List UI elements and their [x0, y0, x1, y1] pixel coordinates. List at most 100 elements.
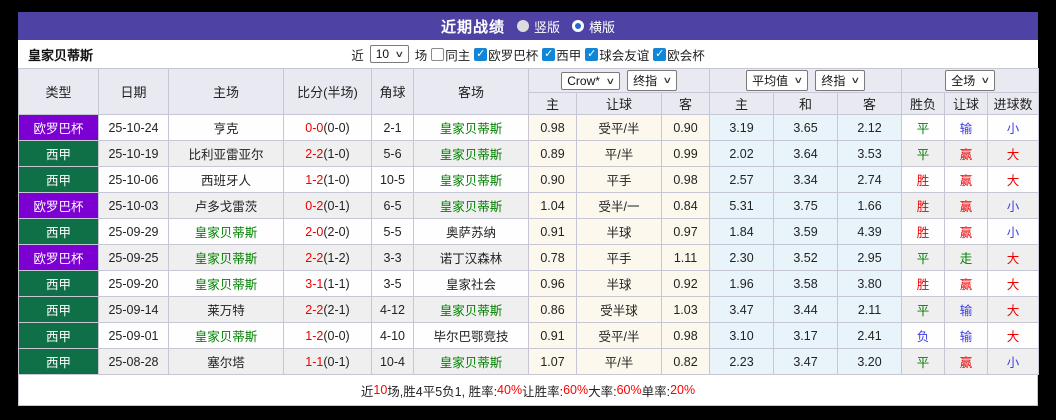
table-row: 西甲 25-09-01 皇家贝蒂斯 1-2(0-0) 4-10 毕尔巴鄂竞技 0.91 受平/… — [18, 322, 1040, 349]
result-scope-select[interactable]: 全场 ∨ — [945, 70, 995, 91]
competition-badge: 欧罗巴杯 — [18, 192, 99, 219]
handicap-result-cell: 输 — [944, 114, 989, 141]
bookmaker-select[interactable]: Crow* ∨ — [561, 72, 620, 90]
summary-segment: 单率: — [641, 384, 671, 399]
euro-home-odds: 2.57 — [709, 166, 775, 193]
euro-odds-source-select[interactable]: 平均值 ∨ — [746, 70, 808, 91]
goals-result-cell: 大 — [987, 166, 1040, 193]
table-row: 西甲 25-08-28 塞尔塔 1-1(0-1) 10-4 皇家贝蒂斯 1.07 平/半 0.8… — [18, 348, 1040, 375]
radio-vertical-layout[interactable]: 竖版 — [516, 17, 560, 36]
match-date: 25-09-20 — [98, 270, 169, 297]
col-header-score: 比分(半场) — [283, 68, 372, 115]
asian-odds-time-select[interactable]: 终指 ∨ — [627, 70, 677, 91]
home-team: 皇家贝蒂斯 — [168, 218, 284, 245]
asian-away-odds: 0.84 — [660, 192, 711, 219]
asian-away-odds: 0.90 — [660, 114, 711, 141]
away-team: 奥萨苏纳 — [413, 218, 529, 245]
away-team: 皇家社会 — [413, 270, 529, 297]
same-home-filter[interactable]: 同主 — [431, 45, 470, 64]
competition-badge: 西甲 — [18, 348, 99, 375]
competition-badge: 西甲 — [18, 140, 99, 167]
summary-segment: 大率: — [588, 384, 617, 399]
asian-home-odds: 1.04 — [528, 192, 577, 219]
euro-draw-odds: 3.59 — [773, 218, 839, 245]
euro-home-odds: 2.23 — [709, 348, 775, 375]
table-row: 西甲 25-09-29 皇家贝蒂斯 2-0(2-0) 5-5 奥萨苏纳 0.91 半球 0.97… — [18, 218, 1040, 245]
table-row: 西甲 25-09-20 皇家贝蒂斯 3-1(1-1) 3-5 皇家社会 0.96 半球 0.92… — [18, 270, 1040, 297]
away-team: 皇家贝蒂斯 — [413, 192, 529, 219]
away-team: 诺丁汉森林 — [413, 244, 529, 271]
handicap-result-cell: 输 — [944, 322, 989, 349]
summary-segment: 60% — [616, 383, 642, 397]
checkbox-checked-icon: ✓ — [542, 47, 556, 61]
chevron-down-icon: ∨ — [662, 75, 673, 85]
asian-away-odds: 1.03 — [660, 296, 711, 323]
score-cell: 0-0(0-0) — [283, 114, 372, 141]
summary-segment: 让胜率: — [522, 384, 564, 399]
euro-draw-odds: 3.47 — [773, 348, 839, 375]
col-header-away: 客场 — [413, 68, 529, 115]
checkbox-checked-icon: ✓ — [653, 47, 667, 61]
euro-away-odds: 2.74 — [837, 166, 903, 193]
home-team: 比利亚雷亚尔 — [168, 140, 284, 167]
competition-filter[interactable]: ✓ 球会友谊 — [585, 45, 649, 64]
corner-cell: 3-5 — [371, 270, 414, 297]
asian-away-odds: 1.11 — [660, 244, 711, 271]
euro-draw-odds: 3.58 — [773, 270, 839, 297]
subcol-handicap-result: 让球 — [944, 92, 989, 115]
asian-handicap: 平手 — [576, 244, 662, 271]
result-cell: 胜 — [901, 218, 946, 245]
euro-away-odds: 3.80 — [837, 270, 903, 297]
score-cell: 2-2(1-0) — [283, 140, 372, 167]
radio-horizontal-layout[interactable]: 横版 — [572, 17, 615, 36]
handicap-result-cell: 走 — [944, 244, 989, 271]
competition-badge: 西甲 — [18, 322, 99, 349]
euro-home-odds: 3.19 — [709, 114, 775, 141]
competition-filter[interactable]: ✓ 欧会杯 — [653, 45, 705, 64]
asian-home-odds: 0.98 — [528, 114, 577, 141]
result-cell: 胜 — [901, 166, 946, 193]
corner-cell: 5-6 — [371, 140, 414, 167]
euro-away-odds: 2.95 — [837, 244, 903, 271]
match-date: 25-08-28 — [98, 348, 169, 375]
euro-odds-time-select[interactable]: 终指 ∨ — [815, 70, 865, 91]
chevron-down-icon: ∨ — [394, 48, 405, 59]
match-count-select[interactable]: 10 ∨ — [369, 45, 409, 63]
result-cell: 负 — [901, 322, 946, 349]
euro-home-odds: 3.47 — [709, 296, 775, 323]
competition-filter[interactable]: ✓ 西甲 — [542, 45, 581, 64]
away-team: 皇家贝蒂斯 — [413, 140, 529, 167]
table-row: 西甲 25-09-14 莱万特 2-2(2-1) 4-12 皇家贝蒂斯 0.86 受半球 1.0… — [18, 296, 1040, 323]
competition-filter-label: 欧会杯 — [667, 48, 705, 63]
home-team: 塞尔塔 — [168, 348, 284, 375]
handicap-result-cell: 赢 — [944, 270, 989, 297]
goals-result-cell: 大 — [987, 270, 1040, 297]
asian-handicap: 受平/半 — [576, 322, 662, 349]
result-cell: 胜 — [901, 192, 946, 219]
euro-home-odds: 1.84 — [709, 218, 775, 245]
away-team: 毕尔巴鄂竞技 — [413, 322, 529, 349]
summary-segment: 40% — [497, 383, 523, 397]
checkbox-unchecked-icon — [431, 47, 445, 61]
euro-away-odds: 3.53 — [837, 140, 903, 167]
table-row: 欧罗巴杯 25-10-24 亨克 0-0(0-0) 2-1 皇家贝蒂斯 0.98 受平/半 0.… — [18, 114, 1040, 141]
goals-result-cell: 大 — [987, 140, 1040, 167]
score-cell: 2-2(1-2) — [283, 244, 372, 271]
handicap-result-cell: 赢 — [944, 192, 989, 219]
home-team: 卢多戈雷茨 — [168, 192, 284, 219]
asian-handicap: 平/半 — [576, 140, 662, 167]
corner-cell: 10-4 — [371, 348, 414, 375]
euro-home-odds: 5.31 — [709, 192, 775, 219]
results-table: 类型 日期 主场 比分(半场) 角球 客场 Crow* ∨ 终指 ∨ 平均值 ∨ 终指… — [18, 68, 1040, 375]
away-team: 皇家贝蒂斯 — [413, 166, 529, 193]
asian-home-odds: 0.89 — [528, 140, 577, 167]
match-date: 25-09-25 — [98, 244, 169, 271]
radio-unselected-icon — [516, 20, 529, 32]
competition-filter-label: 西甲 — [556, 48, 582, 63]
euro-draw-odds: 3.44 — [773, 296, 839, 323]
euro-draw-odds: 3.34 — [773, 166, 839, 193]
title-bar: 近期战绩 竖版 横版 — [18, 12, 1038, 40]
euro-draw-odds: 3.64 — [773, 140, 839, 167]
competition-filter[interactable]: ✓ 欧罗巴杯 — [474, 45, 538, 64]
away-team: 皇家贝蒂斯 — [413, 348, 529, 375]
